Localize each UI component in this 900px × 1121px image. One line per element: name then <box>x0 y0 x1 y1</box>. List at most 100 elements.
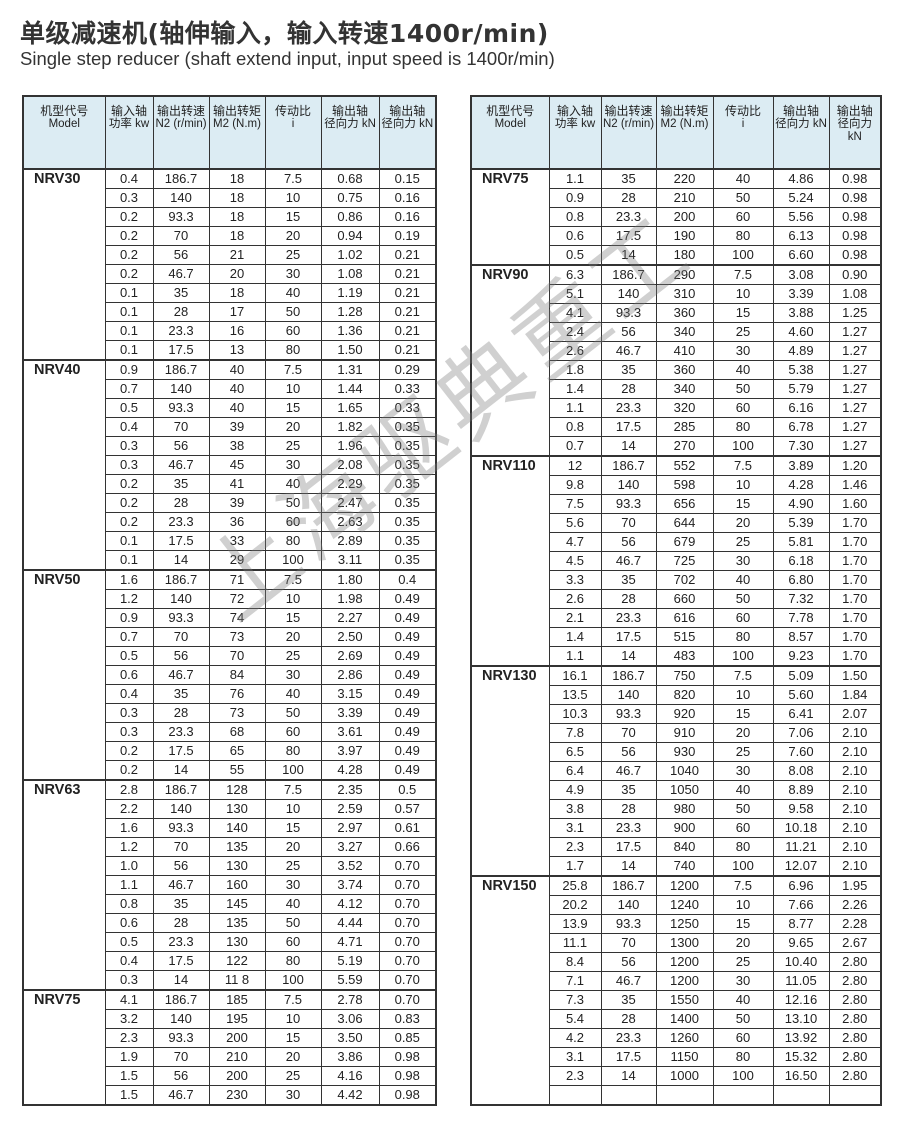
table-row: 0.2 14 55 100 4.28 0.49 <box>22 760 437 781</box>
header-en: 功率 kw <box>554 118 596 130</box>
radial-force-2-cell: 1.27 <box>828 417 882 437</box>
radial-force-1-cell: 7.30 <box>772 436 830 457</box>
model-cell <box>470 398 550 418</box>
table-row: 0.2 23.3 36 60 2.63 0.35 <box>22 512 437 532</box>
output-torque-cell: 160 <box>208 875 266 895</box>
radial-force-2-cell: 0.70 <box>378 913 437 933</box>
model-cell: NRV63 <box>22 779 106 800</box>
table-row: 2.2 140 130 10 2.59 0.57 <box>22 799 437 819</box>
input-power-cell: 0.2 <box>104 741 154 761</box>
ratio-cell: 15 <box>712 914 774 934</box>
table-row: 0.5 56 70 25 2.69 0.49 <box>22 646 437 666</box>
ratio-cell: 80 <box>712 627 774 647</box>
input-power-cell: 3.1 <box>548 1047 602 1067</box>
header-en: 径向力 kN <box>381 118 434 130</box>
model-cell: NRV150 <box>470 875 550 896</box>
radial-force-2-cell: 1.25 <box>828 303 882 323</box>
output-speed-cell: 186.7 <box>600 665 657 686</box>
ratio-cell: 7.5 <box>712 455 774 476</box>
radial-force-2-cell: 2.28 <box>828 914 882 934</box>
output-torque-cell: 38 <box>208 436 266 456</box>
radial-force-1-cell: 5.19 <box>320 951 380 971</box>
input-power-cell: 1.2 <box>104 837 154 857</box>
output-torque-cell <box>655 1085 714 1106</box>
radial-force-1-cell: 3.39 <box>772 284 830 304</box>
table-row: 0.1 28 17 50 1.28 0.21 <box>22 302 437 322</box>
output-speed-cell: 35 <box>152 894 210 914</box>
radial-force-2-cell: 2.10 <box>828 742 882 762</box>
table-row: 0.9 28 210 50 5.24 0.98 <box>470 188 882 208</box>
radial-force-2-cell: 1.70 <box>828 551 882 571</box>
ratio-cell: 7.5 <box>264 359 322 380</box>
radial-force-2-cell: 0.49 <box>378 665 437 685</box>
ratio-cell: 15 <box>264 398 322 418</box>
ratio-cell: 25 <box>712 742 774 762</box>
ratio-cell: 15 <box>712 303 774 323</box>
ratio-cell: 10 <box>712 685 774 705</box>
input-power-cell <box>548 1085 602 1106</box>
input-power-cell: 4.1 <box>104 989 154 1010</box>
radial-force-2-cell: 2.80 <box>828 1028 882 1048</box>
output-torque-cell: 1150 <box>655 1047 714 1067</box>
radial-force-1-cell: 3.08 <box>772 264 830 285</box>
radial-force-1-cell: 8.57 <box>772 627 830 647</box>
table-row: 2.3 14 1000 100 16.50 2.80 <box>470 1066 882 1086</box>
model-cell <box>470 532 550 552</box>
ratio-cell: 80 <box>264 340 322 361</box>
table-row: 0.1 17.5 13 80 1.50 0.21 <box>22 340 437 361</box>
table-row: 2.6 28 660 50 7.32 1.70 <box>470 589 882 609</box>
radial-force-1-cell: 3.97 <box>320 741 380 761</box>
model-cell <box>470 895 550 915</box>
output-speed-cell: 28 <box>152 493 210 513</box>
table-row: 1.4 28 340 50 5.79 1.27 <box>470 379 882 399</box>
output-torque-cell: 1260 <box>655 1028 714 1048</box>
header-en: M2 (N.m) <box>660 118 709 130</box>
output-speed-cell: 28 <box>152 913 210 933</box>
radial-force-2-cell: 0.35 <box>378 493 437 513</box>
radial-force-1-cell: 1.02 <box>320 245 380 265</box>
output-torque-cell: 1240 <box>655 895 714 915</box>
ratio-cell: 60 <box>712 1028 774 1048</box>
header-cn: 输入轴 <box>556 104 593 118</box>
input-power-cell: 0.8 <box>548 417 602 437</box>
table-row: NRV75 1.1 35 220 40 4.86 0.98 <box>470 168 882 189</box>
ratio-cell: 80 <box>264 951 322 971</box>
input-power-cell: 25.8 <box>548 875 602 896</box>
model-cell <box>22 474 106 494</box>
header-input-power: 输入轴 功率 kw <box>548 95 602 170</box>
radial-force-2-cell: 0.49 <box>378 760 437 781</box>
model-cell <box>470 608 550 628</box>
output-speed-cell: 23.3 <box>152 932 210 952</box>
output-speed-cell: 93.3 <box>152 818 210 838</box>
table-row: 4.9 35 1050 40 8.89 2.10 <box>470 780 882 800</box>
table-row: 0.7 70 73 20 2.50 0.49 <box>22 627 437 647</box>
radial-force-1-cell: 13.10 <box>772 1009 830 1029</box>
model-cell <box>22 951 106 971</box>
radial-force-2-cell: 0.98 <box>378 1047 437 1067</box>
output-speed-cell: 17.5 <box>152 340 210 361</box>
output-torque-cell: 130 <box>208 932 266 952</box>
table-row: 0.6 17.5 190 80 6.13 0.98 <box>470 226 882 246</box>
input-power-cell: 0.3 <box>104 455 154 475</box>
table-row: 0.2 17.5 65 80 3.97 0.49 <box>22 741 437 761</box>
model-cell <box>22 1066 106 1086</box>
model-cell: NRV75 <box>470 168 550 189</box>
output-torque-cell: 740 <box>655 856 714 877</box>
header-cn: 输出转矩 <box>660 104 709 118</box>
model-cell <box>22 875 106 895</box>
ratio-cell: 10 <box>264 799 322 819</box>
ratio-cell: 80 <box>712 226 774 246</box>
output-torque-cell: 230 <box>208 1085 266 1106</box>
radial-force-1-cell: 7.66 <box>772 895 830 915</box>
table-row: 0.8 23.3 200 60 5.56 0.98 <box>470 207 882 227</box>
table-row: 0.6 46.7 84 30 2.86 0.49 <box>22 665 437 685</box>
output-speed-cell: 14 <box>600 1066 657 1086</box>
output-speed-cell: 35 <box>600 990 657 1010</box>
table-row: 0.2 56 21 25 1.02 0.21 <box>22 245 437 265</box>
header-en: M2 (N.m) <box>213 118 261 130</box>
radial-force-1-cell: 12.07 <box>772 856 830 877</box>
ratio-cell: 20 <box>264 627 322 647</box>
ratio-cell: 100 <box>712 436 774 457</box>
radial-force-2-cell: 0.21 <box>378 302 437 322</box>
model-cell <box>22 245 106 265</box>
